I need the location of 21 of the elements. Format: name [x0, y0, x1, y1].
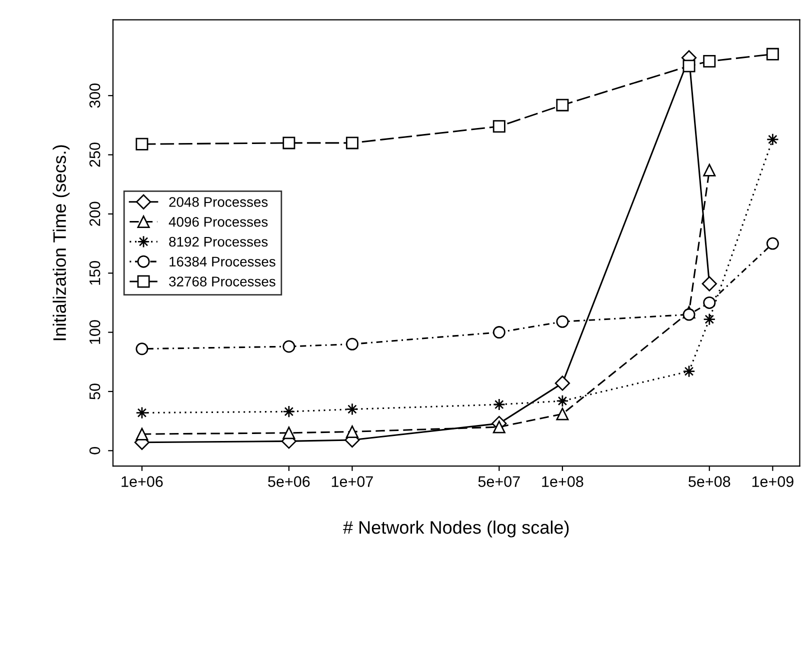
legend-label: 4096 Processes	[168, 216, 268, 227]
y-tick-label: 50	[89, 384, 100, 400]
y-tick-label: 200	[89, 202, 100, 226]
legend-label: 32768 Processes	[169, 276, 276, 286]
x-tick-label: 1e+07	[332, 476, 373, 487]
y-tick-label: 250	[89, 142, 100, 167]
x-tick-label: 1e+09	[752, 476, 794, 487]
y-tick-label: 150	[89, 260, 100, 285]
x-tick-label: 5e+07	[478, 476, 520, 487]
x-tick-label: 1e+08	[542, 476, 584, 487]
x-axis-title: # Network Nodes (log scale)	[343, 520, 569, 538]
legend-label: 2048 Processes	[169, 197, 268, 207]
x-tick-label: 5e+06	[268, 476, 310, 487]
x-tick-label: 5e+08	[688, 476, 730, 487]
x-tick-label: 1e+06	[122, 476, 163, 487]
y-tick-label: 100	[89, 320, 100, 344]
y-tick-label: 300	[89, 83, 100, 108]
legend-label: 8192 Processes	[169, 236, 268, 247]
y-axis-title: Initialization Time (secs.)	[52, 145, 70, 340]
y-tick-label: 0	[89, 447, 100, 454]
legend-label: 16384 Processes	[170, 256, 276, 267]
